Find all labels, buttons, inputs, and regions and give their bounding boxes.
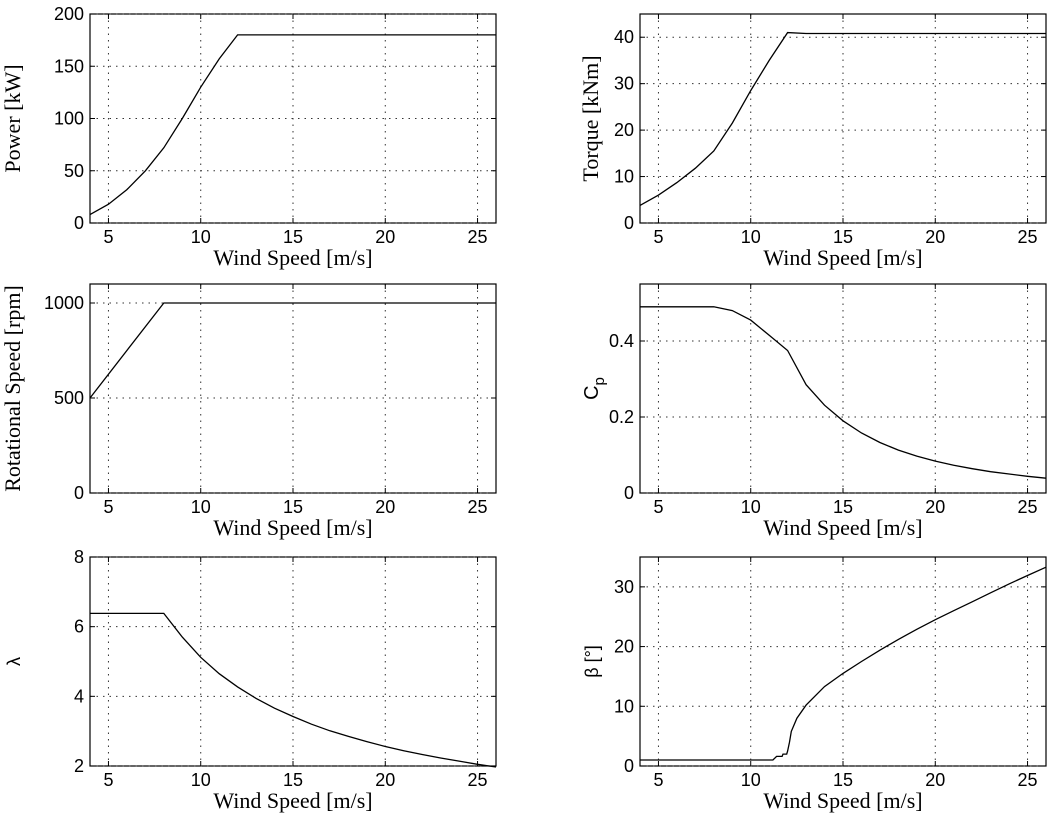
x-tick-label: 10 (191, 227, 211, 247)
y-tick-label: 6 (74, 617, 84, 637)
x-tick-label: 5 (653, 770, 663, 790)
y-tick-label: 200 (54, 4, 84, 24)
x-tick-label: 15 (283, 497, 303, 517)
y-tick-label: 150 (54, 56, 84, 76)
y-tick-label: 1000 (44, 293, 84, 313)
series-line (89, 34, 496, 216)
y-tick-label: 20 (614, 637, 634, 657)
y-tick-label: 30 (614, 577, 634, 597)
y-tick-label: 0 (624, 756, 634, 776)
x-tick-label: 5 (653, 497, 663, 517)
y-tick-label: 0 (74, 213, 84, 233)
subplot-4: 5 10 15 20 25 0 0.2 0.4 Wind Speed [m/s] Cp (581, 283, 1047, 540)
x-tick-label: 10 (191, 497, 211, 517)
x-axis-label: Wind Speed [m/s] (213, 515, 372, 540)
y-tick-label: 30 (614, 74, 634, 94)
y-tick-label: 20 (614, 120, 634, 140)
y-tick-label: 10 (614, 696, 634, 716)
x-tick-label: 25 (468, 227, 488, 247)
x-tick-label: 20 (925, 770, 945, 790)
x-tick-label: 10 (741, 227, 761, 247)
y-axis-label: Cp (581, 377, 608, 400)
x-tick-label: 25 (468, 497, 488, 517)
series-line (90, 612, 497, 768)
x-tick-label: 10 (741, 770, 761, 790)
x-tick-label: 10 (191, 770, 211, 790)
x-axis-label: Wind Speed [m/s] (213, 245, 372, 270)
x-tick-label: 10 (741, 497, 761, 517)
y-tick-label: 500 (54, 388, 84, 408)
y-axis-label: λ (4, 657, 24, 666)
x-tick-label: 20 (375, 227, 395, 247)
y-tick-label: 0 (624, 213, 634, 233)
x-tick-label: 20 (375, 770, 395, 790)
y-tick-label: 40 (614, 27, 634, 47)
x-tick-label: 15 (283, 770, 303, 790)
x-tick-label: 25 (468, 770, 488, 790)
x-tick-label: 20 (925, 497, 945, 517)
y-tick-label: 4 (74, 686, 84, 706)
x-tick-label: 15 (833, 497, 853, 517)
x-axis-label: Wind Speed [m/s] (213, 788, 372, 813)
x-tick-label: 15 (833, 770, 853, 790)
y-tick-label: 50 (64, 161, 84, 181)
series-line (639, 31, 1046, 206)
y-axis-label: Torque [kNm] (578, 55, 603, 181)
y-tick-label: 10 (614, 167, 634, 187)
x-tick-label: 5 (103, 770, 113, 790)
x-tick-label: 5 (653, 227, 663, 247)
subplot-1: 5 10 15 20 25 0 50 100 150 200 Wind Speed [m/s] Pow… (0, 4, 497, 270)
y-tick-label: 0 (624, 483, 634, 503)
y-tick-label: 0 (74, 483, 84, 503)
y-tick-label: 0.4 (609, 331, 634, 351)
x-tick-label: 25 (1018, 227, 1038, 247)
y-tick-label: 2 (74, 756, 84, 776)
subplot-2: 5 10 15 20 25 0 10 20 30 40 Wind Speed [m/s] Torque… (578, 13, 1047, 270)
x-tick-label: 5 (103, 497, 113, 517)
x-axis-label: Wind Speed [m/s] (763, 245, 922, 270)
y-axis-label: β [°] (582, 645, 602, 678)
x-axis-label: Wind Speed [m/s] (763, 515, 922, 540)
y-tick-label: 8 (74, 547, 84, 567)
x-tick-label: 25 (1018, 497, 1038, 517)
x-tick-label: 15 (283, 227, 303, 247)
y-axis-label: Rotational Speed [rpm] (0, 285, 25, 492)
x-axis-label: Wind Speed [m/s] (763, 788, 922, 813)
x-tick-label: 20 (925, 227, 945, 247)
y-tick-label: 0.2 (609, 407, 634, 427)
subplot-3: 5 10 15 20 25 0 500 1000 Wind Speed [m/s] Rotatio… (0, 283, 497, 540)
x-tick-label: 25 (1018, 770, 1038, 790)
x-tick-label: 20 (375, 497, 395, 517)
y-axis-label: Power [kW] (0, 64, 25, 172)
series-line (640, 306, 1047, 479)
series-line (640, 566, 1047, 761)
subplot-5: 5 10 15 20 25 2 4 6 8 Wind Speed [m/s] λ (4, 547, 497, 813)
subplot-6: 5 10 15 20 25 0 10 20 30 Wind Speed [m/s] β [°] (582, 556, 1047, 813)
series-line (89, 302, 496, 399)
x-tick-label: 5 (103, 227, 113, 247)
y-tick-label: 100 (54, 109, 84, 129)
x-tick-label: 15 (833, 227, 853, 247)
